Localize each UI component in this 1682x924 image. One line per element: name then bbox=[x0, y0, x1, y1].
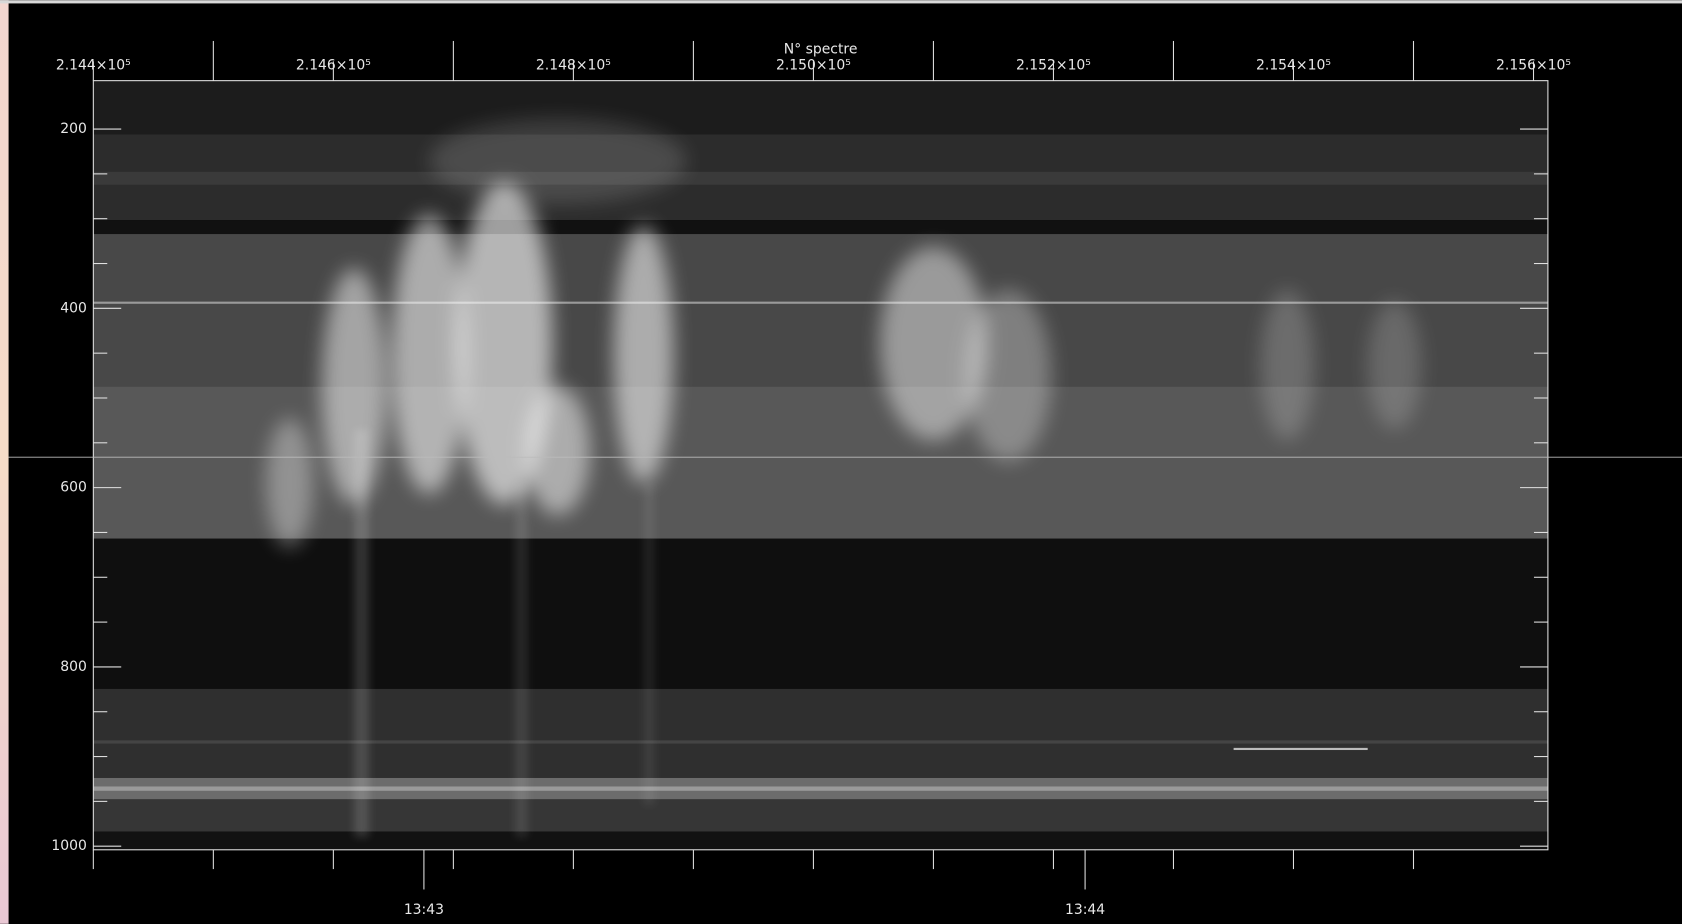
y-tick-label: 1000 bbox=[51, 838, 86, 854]
plot-window: N° spectre 2.144×10⁵ 2.146×10⁵ 2.148×10⁵ 2.… bbox=[0, 0, 1682, 924]
window-top bbox=[0, 0, 1682, 3]
x-tick-label: 2.152×10⁵ bbox=[1016, 58, 1091, 74]
y-tick-label: 200 bbox=[60, 121, 87, 137]
window-edge bbox=[0, 0, 9, 924]
x2-tick-label: 13:44 bbox=[1065, 902, 1105, 918]
x-tick-label: 2.148×10⁵ bbox=[536, 58, 611, 74]
x-tick-label: 2.156×10⁵ bbox=[1496, 58, 1571, 74]
spectrogram bbox=[93, 81, 1548, 850]
x-tick-label: 2.146×10⁵ bbox=[296, 58, 371, 74]
y-tick-label: 800 bbox=[60, 659, 87, 675]
y-tick-label: 400 bbox=[60, 300, 87, 316]
x-tick-label: 2.144×10⁵ bbox=[56, 58, 131, 74]
x-tick-label: 2.150×10⁵ bbox=[776, 58, 851, 74]
x-tick-label: 2.154×10⁵ bbox=[1256, 58, 1331, 74]
y-tick-label: 600 bbox=[60, 480, 87, 496]
x-axis-title: N° spectre bbox=[784, 42, 858, 58]
page: {"chart_data": {"type": "image", "x_labe… bbox=[0, 0, 1682, 924]
x2-tick-label: 13:43 bbox=[404, 902, 444, 918]
